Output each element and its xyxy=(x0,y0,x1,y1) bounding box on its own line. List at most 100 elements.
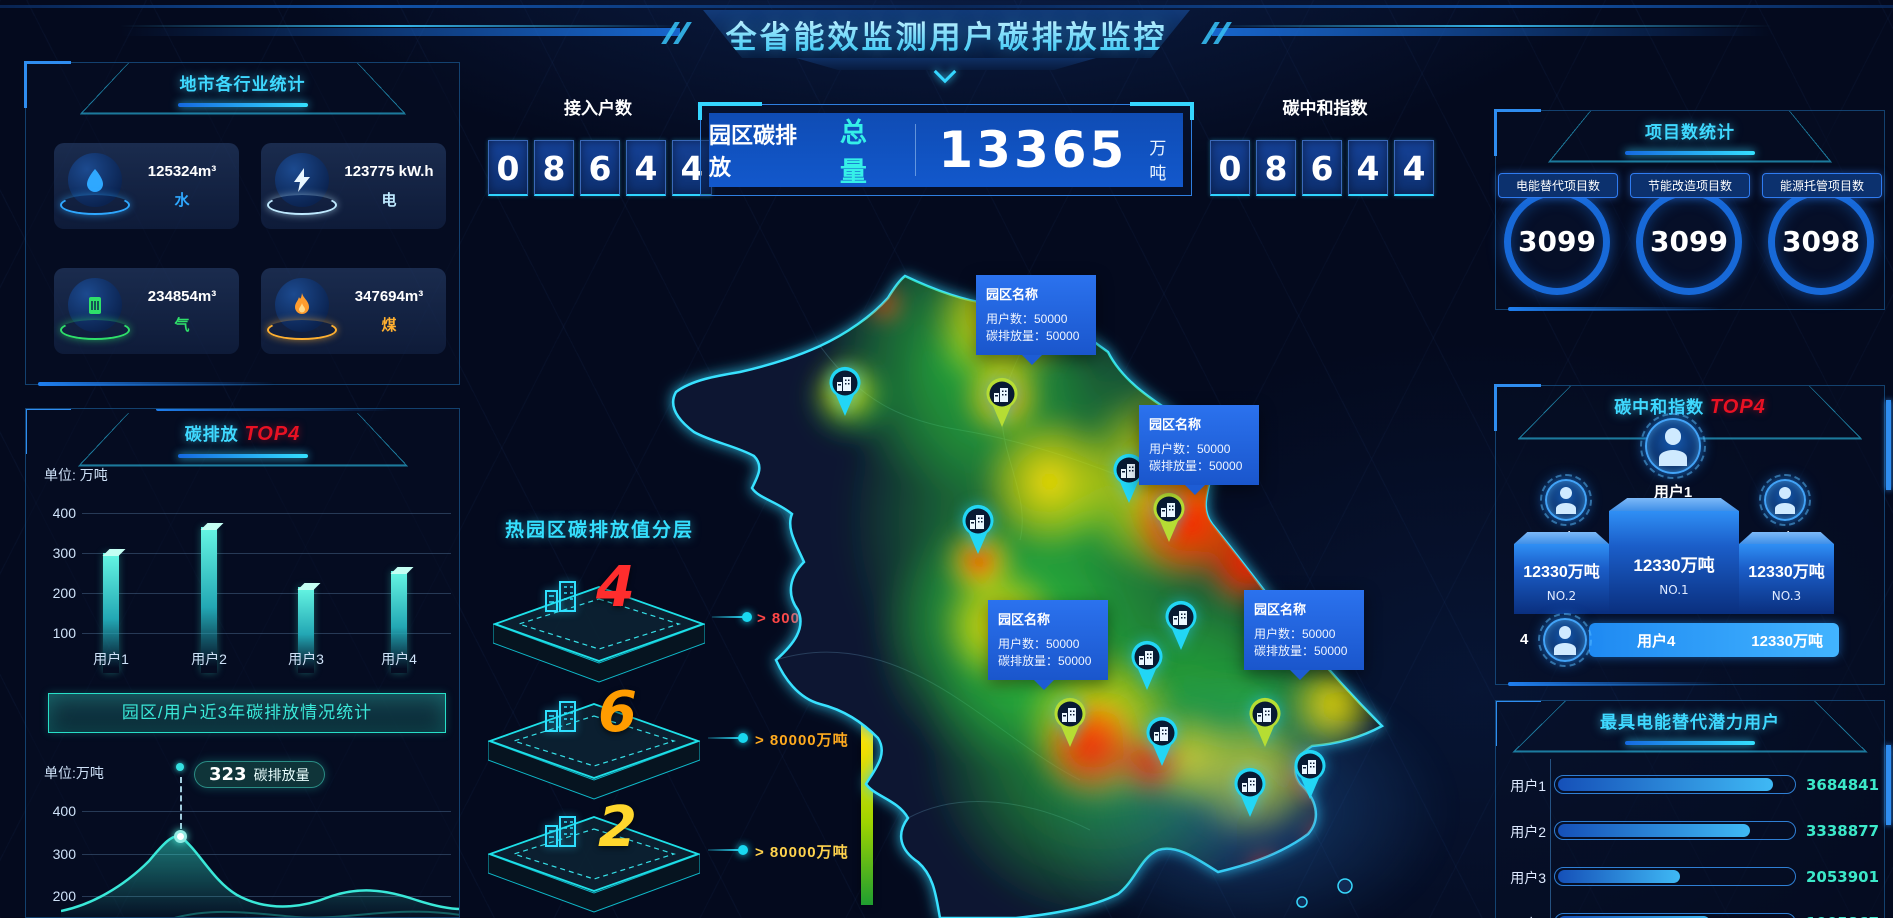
progress-fill xyxy=(1558,916,1711,918)
bar-user1[interactable] xyxy=(103,553,119,673)
bar-user4[interactable] xyxy=(391,571,407,673)
y-tick: 400 xyxy=(52,505,76,521)
rank4-index: 4 xyxy=(1520,631,1529,648)
map-pin-green[interactable] xyxy=(1245,697,1285,749)
avatar xyxy=(1759,474,1811,526)
page-title: 全省能效监测用户碳排放监控 xyxy=(726,12,1168,57)
podium-third: 12330万吨 NO.3 xyxy=(1739,544,1834,614)
rank4-value: 12330万吨 xyxy=(1751,632,1823,650)
tooltip-value: 323 xyxy=(209,764,247,785)
rank4-name: 用户4 xyxy=(1637,632,1676,650)
avatar xyxy=(1640,413,1706,479)
stat-card-coal: 347694m³ 煤 xyxy=(261,268,446,354)
neutral-top4-panel: 碳中和指数 TOP4 用户1 用户3 用户2 12330万吨 NO.2 1233… xyxy=(1494,384,1885,686)
access-users-label: 接入户数 xyxy=(564,99,632,118)
digit-box: 4 xyxy=(1348,140,1388,196)
industry-stats-panel: 地市各行业统计 125324m³ 水 123775 kW.h 电 234854m… xyxy=(24,61,460,386)
digit-box: 6 xyxy=(580,140,620,196)
data-point-dot xyxy=(174,830,187,843)
map-pin-cyan[interactable] xyxy=(1127,640,1167,692)
y-tick: 300 xyxy=(52,846,76,862)
podium-second: 12330万吨 NO.2 xyxy=(1514,544,1609,614)
layer-count-red: 4 xyxy=(596,555,635,620)
avatar xyxy=(1538,613,1592,667)
row-label: 用户4 xyxy=(1496,914,1546,918)
park-tooltip: 园区名称 用户数：50000 碳排放量：50000 xyxy=(976,275,1096,365)
rank2-value: 12330万吨 xyxy=(1523,564,1600,581)
bar-user3[interactable] xyxy=(298,587,314,673)
emission-top4-panel: 碳排放 TOP4 单位: 万吨 400 300 200 100 用户1 用户2 … xyxy=(25,408,460,918)
y-tick: 200 xyxy=(52,585,76,601)
rank4-row[interactable]: 用户4 12330万吨 xyxy=(1589,623,1839,657)
potential-users-tab: 最具电能替代潜力用户 xyxy=(1512,701,1868,753)
y-tick: 300 xyxy=(52,545,76,561)
icon-ring xyxy=(267,320,337,340)
header-wing-left xyxy=(120,25,680,36)
projects-title: 项目数统计 xyxy=(1645,123,1735,142)
y-tick: 200 xyxy=(52,888,76,904)
map-pin-cyan[interactable] xyxy=(1161,600,1201,652)
layer-count-orange: 6 xyxy=(598,680,637,745)
icon-ring xyxy=(60,320,130,340)
layer-threshold-yellow: > 80000万吨 xyxy=(755,844,849,861)
progress-capsule xyxy=(1554,821,1796,840)
heat-layer-platform-2 xyxy=(488,703,700,800)
digit-box: 4 xyxy=(1394,140,1434,196)
axis-line xyxy=(1550,759,1551,918)
map-pin-cyan[interactable] xyxy=(1230,767,1270,819)
projects-tab: 项目数统计 xyxy=(1547,111,1833,163)
emission-top4-title: 碳排放 TOP4 xyxy=(184,423,301,445)
total-label: 园区碳排放 xyxy=(709,123,798,180)
heat-layers-title: 热园区碳排放值分层 xyxy=(505,520,695,541)
electric-value: 123775 kW.h xyxy=(344,163,434,180)
history-stats-button[interactable]: 园区/用户近3年碳排放情况统计 xyxy=(48,693,446,733)
park-tooltip: 园区名称 用户数：50000 碳排放量：50000 xyxy=(988,600,1108,690)
map-pin-cyan[interactable] xyxy=(1142,716,1182,768)
top4-badge: TOP4 xyxy=(1709,396,1766,418)
x-label: 用户2 xyxy=(191,651,227,667)
rank3-label: NO.3 xyxy=(1771,589,1802,603)
project-circle-1: 3099 xyxy=(1504,189,1610,295)
total-unit: 万吨 xyxy=(1149,139,1167,183)
progress-fill xyxy=(1558,824,1750,837)
icon-ring xyxy=(267,195,337,215)
total-emission-panel: 园区碳排放 总量 13365 万吨 xyxy=(698,102,1194,196)
map-pin-green[interactable] xyxy=(1050,697,1090,749)
layer-threshold-orange: > 80000万吨 xyxy=(755,732,849,749)
stat-card-gas: 234854m³ 气 xyxy=(54,268,239,354)
rank1-label: NO.1 xyxy=(1659,583,1689,597)
header-wing-right xyxy=(1212,25,1772,36)
digit-box: 8 xyxy=(534,140,574,196)
buildings-icon xyxy=(545,816,576,847)
coal-value: 347694m³ xyxy=(354,288,424,305)
row-label: 用户2 xyxy=(1510,824,1546,840)
potential-users-title: 最具电能替代潜力用户 xyxy=(1600,713,1780,732)
map-pin-cyan[interactable] xyxy=(1109,453,1149,505)
map-pin-green[interactable] xyxy=(1149,492,1189,544)
progress-capsule xyxy=(1554,867,1796,886)
digit-box: 0 xyxy=(488,140,528,196)
row-label: 用户3 xyxy=(1510,870,1546,886)
bar-user2[interactable] xyxy=(201,527,217,673)
map-pin-cyan[interactable] xyxy=(958,504,998,556)
province-heatmap[interactable]: 园区名称 用户数：50000 碳排放量：50000 园区名称 用户数：50000… xyxy=(640,250,1450,918)
total-value: 13365 xyxy=(938,121,1128,179)
row-value: 1905867 xyxy=(1806,914,1882,918)
project-value-1: 3099 xyxy=(1518,225,1596,258)
industry-stats-tab: 地市各行业统计 xyxy=(79,63,406,115)
progress-capsule xyxy=(1554,913,1796,918)
x-label: 用户3 xyxy=(288,651,324,667)
row-label: 用户1 xyxy=(1510,778,1546,794)
map-pin-cyan[interactable] xyxy=(1290,749,1330,801)
map-pin-cyan[interactable] xyxy=(825,366,865,418)
top-divider xyxy=(0,5,1893,8)
neutral-top4-tab: 碳中和指数 TOP4 xyxy=(1517,386,1863,440)
project-circle-2: 3099 xyxy=(1636,189,1742,295)
park-tooltip: 园区名称 用户数：50000 碳排放量：50000 xyxy=(1244,590,1364,680)
project-value-3: 3098 xyxy=(1782,225,1860,258)
park-tooltip-title: 园区名称 xyxy=(986,287,1039,302)
map-pin-green[interactable] xyxy=(982,377,1022,429)
x-label: 用户4 xyxy=(381,651,417,667)
line-chart-unit: 单位:万吨 xyxy=(44,765,104,781)
marker-dot xyxy=(176,763,184,771)
